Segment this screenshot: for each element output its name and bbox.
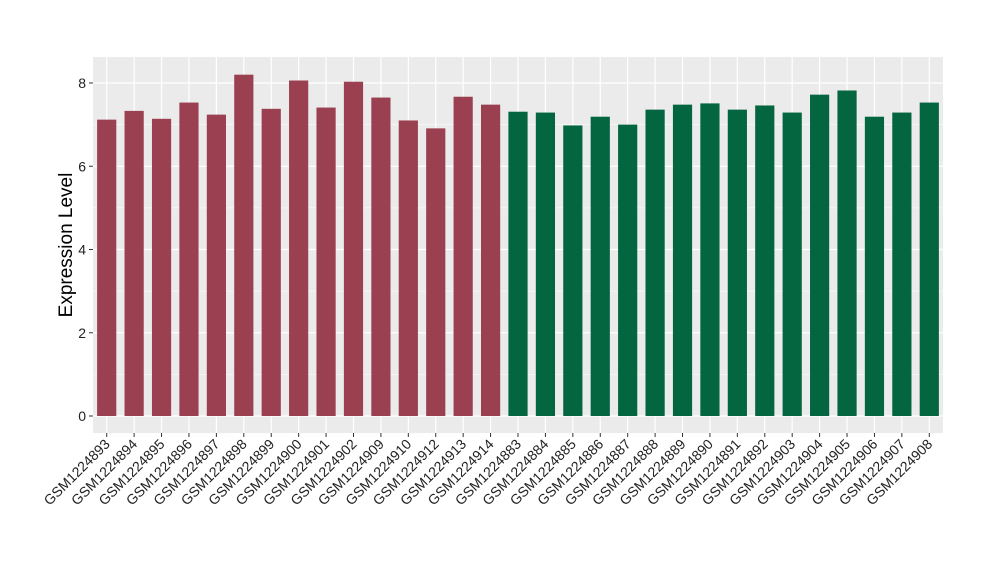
y-axis: 0 2 4 6 8: [78, 75, 93, 424]
y-tick-label: 4: [78, 242, 86, 258]
bar-GSM1224891: [727, 109, 747, 416]
bars: [97, 74, 939, 417]
bar-GSM1224897: [206, 114, 226, 416]
bar-GSM1224896: [179, 102, 199, 416]
bar-GSM1224900: [289, 80, 309, 416]
bar-GSM1224912: [426, 128, 446, 416]
bar-GSM1224901: [316, 107, 336, 416]
bar-GSM1224893: [97, 119, 117, 416]
bar-GSM1224913: [453, 96, 473, 416]
bar-GSM1224888: [645, 109, 665, 416]
bar-GSM1224884: [535, 112, 556, 417]
bar-GSM1224895: [151, 118, 172, 417]
y-axis-title: Expression Level: [56, 173, 77, 318]
y-tick-label: 8: [78, 75, 86, 91]
bar-GSM1224892: [755, 105, 775, 416]
bar-GSM1224914: [480, 104, 501, 417]
bar-GSM1224902: [343, 81, 364, 416]
bar-GSM1224885: [563, 125, 583, 417]
y-tick-label: 6: [78, 158, 86, 174]
bar-GSM1224898: [234, 74, 254, 417]
y-tick-label: 2: [78, 325, 86, 341]
bar-GSM1224905: [837, 90, 857, 417]
bar-GSM1224889: [672, 104, 693, 417]
bar-GSM1224886: [590, 116, 610, 416]
bar-GSM1224903: [782, 112, 802, 417]
x-axis: GSM1224893GSM1224894GSM1224895GSM1224896…: [40, 433, 936, 508]
bar-GSM1224906: [864, 116, 885, 416]
bar-GSM1224908: [919, 102, 939, 416]
bar-GSM1224907: [892, 112, 912, 417]
bar-GSM1224904: [810, 94, 830, 416]
bar-GSM1224910: [398, 120, 418, 417]
bar-GSM1224887: [618, 124, 638, 416]
y-tick-label: 0: [78, 408, 86, 424]
bar-GSM1224883: [508, 111, 528, 416]
bar-GSM1224894: [124, 110, 144, 417]
bar-GSM1224899: [261, 108, 281, 417]
bar-GSM1224890: [700, 103, 720, 417]
bar-GSM1224909: [371, 97, 391, 416]
